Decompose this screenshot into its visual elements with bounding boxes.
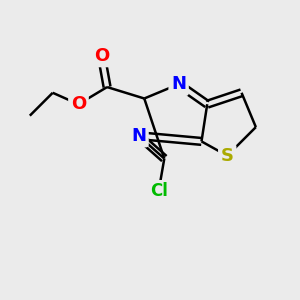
Text: N: N [171,75,186,93]
Text: Cl: Cl [150,182,167,200]
Text: N: N [131,127,146,145]
Text: O: O [94,46,109,64]
Text: O: O [71,95,86,113]
Text: S: S [221,147,234,165]
